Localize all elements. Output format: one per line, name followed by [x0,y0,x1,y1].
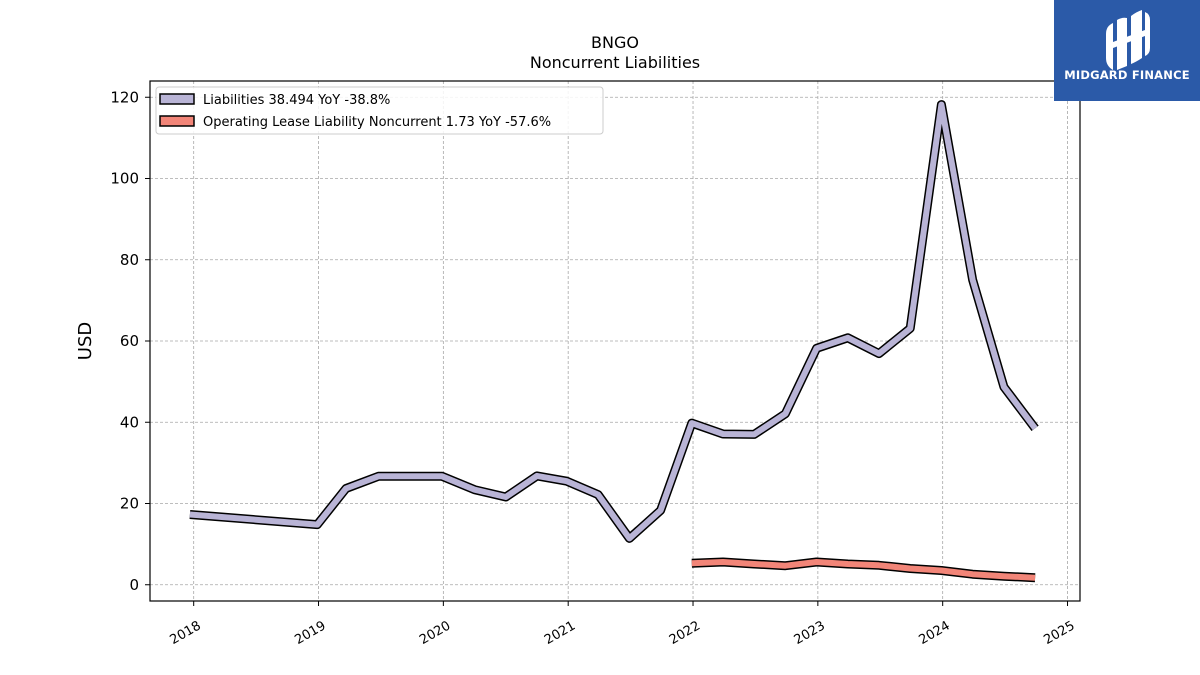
x-tick-label: 2019 [292,618,328,648]
x-tick-label: 2022 [667,618,703,648]
y-axis-label: USD [75,322,96,360]
legend-label-liabilities: Liabilities 38.494 YoY -38.8% [203,93,390,108]
legend: Liabilities 38.494 YoY -38.8% Operating … [155,86,604,135]
legend-label-operating-lease: Operating Lease Liability Noncurrent 1.7… [203,115,551,130]
x-tick-label: 2024 [917,618,953,648]
x-tick-label: 2025 [1041,618,1077,648]
y-tick-label: 20 [120,495,139,513]
brand-name: MIDGARD FINANCE [1064,68,1190,82]
x-tick-label: 2021 [542,618,578,648]
y-tick-label: 60 [120,332,139,350]
legend-swatch-operating-lease [159,115,195,127]
y-tick-label: 80 [120,251,139,269]
y-tick-label: 120 [110,88,139,106]
x-tick-label: 2023 [792,618,828,648]
x-tick-label: 2020 [417,618,453,648]
y-tick-label: 100 [110,170,139,188]
brand-logo: MIDGARD FINANCE [1054,0,1200,101]
legend-frame [155,86,604,135]
chart-subtitle: Noncurrent Liabilities [530,53,700,72]
legend-swatch-liabilities [159,93,195,105]
series-line-1 [691,559,1036,581]
chart-title: BNGO [591,33,639,52]
series-line-0 [189,101,1038,542]
y-tick-label: 0 [129,576,139,594]
series-layer [189,100,1039,583]
x-tick-label: 2018 [168,618,204,648]
midgard-logo-icon [1106,10,1150,70]
y-tick-label: 40 [120,413,139,431]
